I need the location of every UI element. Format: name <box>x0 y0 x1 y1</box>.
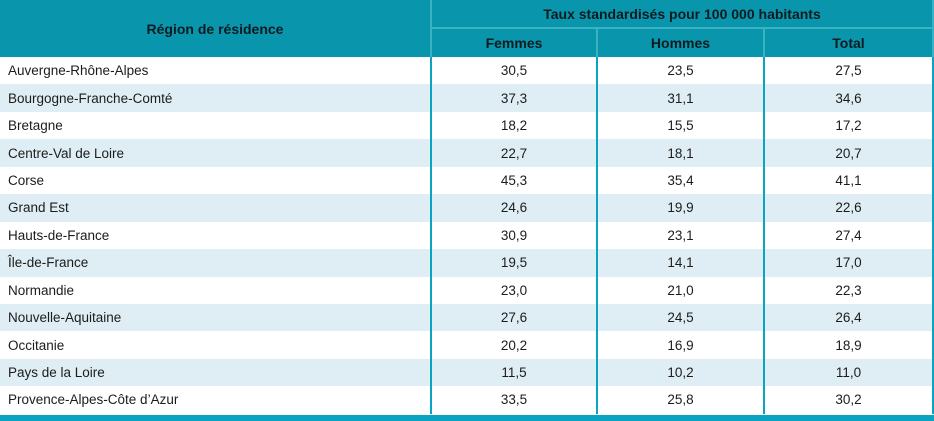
region-cell: Corse <box>8 172 45 188</box>
total-value-cell: 20,7 <box>763 139 932 167</box>
total-value-cell: 30,2 <box>763 386 932 414</box>
femmes-value-cell: 24,6 <box>430 194 596 222</box>
total-value-cell: 17,0 <box>763 249 932 277</box>
total-value-cell: 41,1 <box>763 166 932 195</box>
femmes-value-cell: 30,9 <box>430 221 596 250</box>
total-value-cell: 11,0 <box>763 358 932 387</box>
table-row: Provence-Alpes-Côte d’Azur 33,5 25,8 30,… <box>0 386 934 414</box>
total-value-cell: 22,6 <box>763 194 932 222</box>
femmes-value-cell: 18,2 <box>430 111 596 140</box>
total-value-cell: 27,5 <box>763 57 932 85</box>
region-cell: Pays de la Loire <box>8 365 105 381</box>
total-value-cell: 18,9 <box>763 331 932 359</box>
hommes-value-cell: 14,1 <box>596 249 763 277</box>
total-value-cell: 27,4 <box>763 221 932 250</box>
table-row: Île-de-France 19,5 14,1 17,0 <box>0 249 934 277</box>
femmes-value-cell: 22,7 <box>430 139 596 167</box>
femmes-value-cell: 30,5 <box>430 57 596 85</box>
column-header-femmes: Femmes <box>485 35 543 51</box>
bottom-accent-bar <box>0 414 934 421</box>
table-row: Grand Est 24,6 19,9 22,6 <box>0 194 934 222</box>
femmes-value-cell: 11,5 <box>430 358 596 387</box>
hommes-value-cell: 23,5 <box>596 57 763 85</box>
femmes-value-cell: 23,0 <box>430 276 596 304</box>
column-header-hommes: Hommes <box>596 29 763 57</box>
table-row: Corse 45,3 35,4 41,1 <box>0 166 934 195</box>
region-cell: Île-de-France <box>8 255 89 271</box>
hommes-value-cell: 31,1 <box>596 84 763 112</box>
region-cell: Nouvelle-Aquitaine <box>8 310 122 326</box>
total-value-cell: 26,4 <box>763 303 932 332</box>
femmes-value-cell: 33,5 <box>430 386 596 414</box>
column-header-total: Total <box>763 29 932 57</box>
region-cell: Centre-Val de Loire <box>8 145 125 161</box>
hommes-value-cell: 21,0 <box>596 276 763 304</box>
table-row: Pays de la Loire 11,5 10,2 11,0 <box>0 358 934 387</box>
table-row: Centre-Val de Loire 22,7 18,1 20,7 <box>0 139 934 167</box>
hommes-value-cell: 18,1 <box>596 139 763 167</box>
bottom-gap <box>0 413 934 415</box>
table-row: Nouvelle-Aquitaine 27,6 24,5 26,4 <box>0 303 934 332</box>
sub-header-row: Femmes Hommes Total <box>432 29 932 57</box>
femmes-value-cell: 45,3 <box>430 166 596 195</box>
table-body: Auvergne-Rhône-Alpes 30,5 23,5 27,5 Bour… <box>0 57 934 414</box>
region-cell: Provence-Alpes-Côte d’Azur <box>8 392 179 408</box>
table-row: Hauts-de-France 30,9 23,1 27,4 <box>0 221 934 250</box>
femmes-value-cell: 27,6 <box>430 303 596 332</box>
hommes-value-cell: 25,8 <box>596 386 763 414</box>
region-cell: Grand Est <box>8 200 69 216</box>
hommes-value-cell: 19,9 <box>596 194 763 222</box>
hommes-value-cell: 35,4 <box>596 166 763 195</box>
region-header-cell: Région de résidence <box>146 20 284 37</box>
region-cell: Bourgogne-Franche-Comté <box>8 90 173 106</box>
table-row: Occitanie 20,2 16,9 18,9 <box>0 331 934 359</box>
region-cell: Hauts-de-France <box>8 227 110 243</box>
group-header-cell: Taux standardisés pour 100 000 habitants <box>432 0 932 29</box>
total-value-cell: 22,3 <box>763 276 932 304</box>
table-row: Bourgogne-Franche-Comté 37,3 31,1 34,6 <box>0 84 934 112</box>
hommes-value-cell: 24,5 <box>596 303 763 332</box>
hommes-value-cell: 10,2 <box>596 358 763 387</box>
femmes-value-cell: 20,2 <box>430 331 596 359</box>
table-header: Région de résidence Taux standardisés po… <box>0 0 934 57</box>
region-cell: Normandie <box>8 282 75 298</box>
table-row: Bretagne 18,2 15,5 17,2 <box>0 111 934 140</box>
table-row: Normandie 23,0 21,0 22,3 <box>0 276 934 304</box>
rates-header-group: Taux standardisés pour 100 000 habitants… <box>430 0 932 57</box>
femmes-value-cell: 37,3 <box>430 84 596 112</box>
hommes-value-cell: 23,1 <box>596 221 763 250</box>
hommes-value-cell: 16,9 <box>596 331 763 359</box>
table-row: Auvergne-Rhône-Alpes 30,5 23,5 27,5 <box>0 57 934 85</box>
region-cell: Occitanie <box>8 337 65 353</box>
femmes-value-cell: 19,5 <box>430 249 596 277</box>
total-value-cell: 17,2 <box>763 111 932 140</box>
region-cell: Bretagne <box>8 118 63 134</box>
region-cell: Auvergne-Rhône-Alpes <box>8 63 149 79</box>
hommes-value-cell: 15,5 <box>596 111 763 140</box>
total-value-cell: 34,6 <box>763 84 932 112</box>
